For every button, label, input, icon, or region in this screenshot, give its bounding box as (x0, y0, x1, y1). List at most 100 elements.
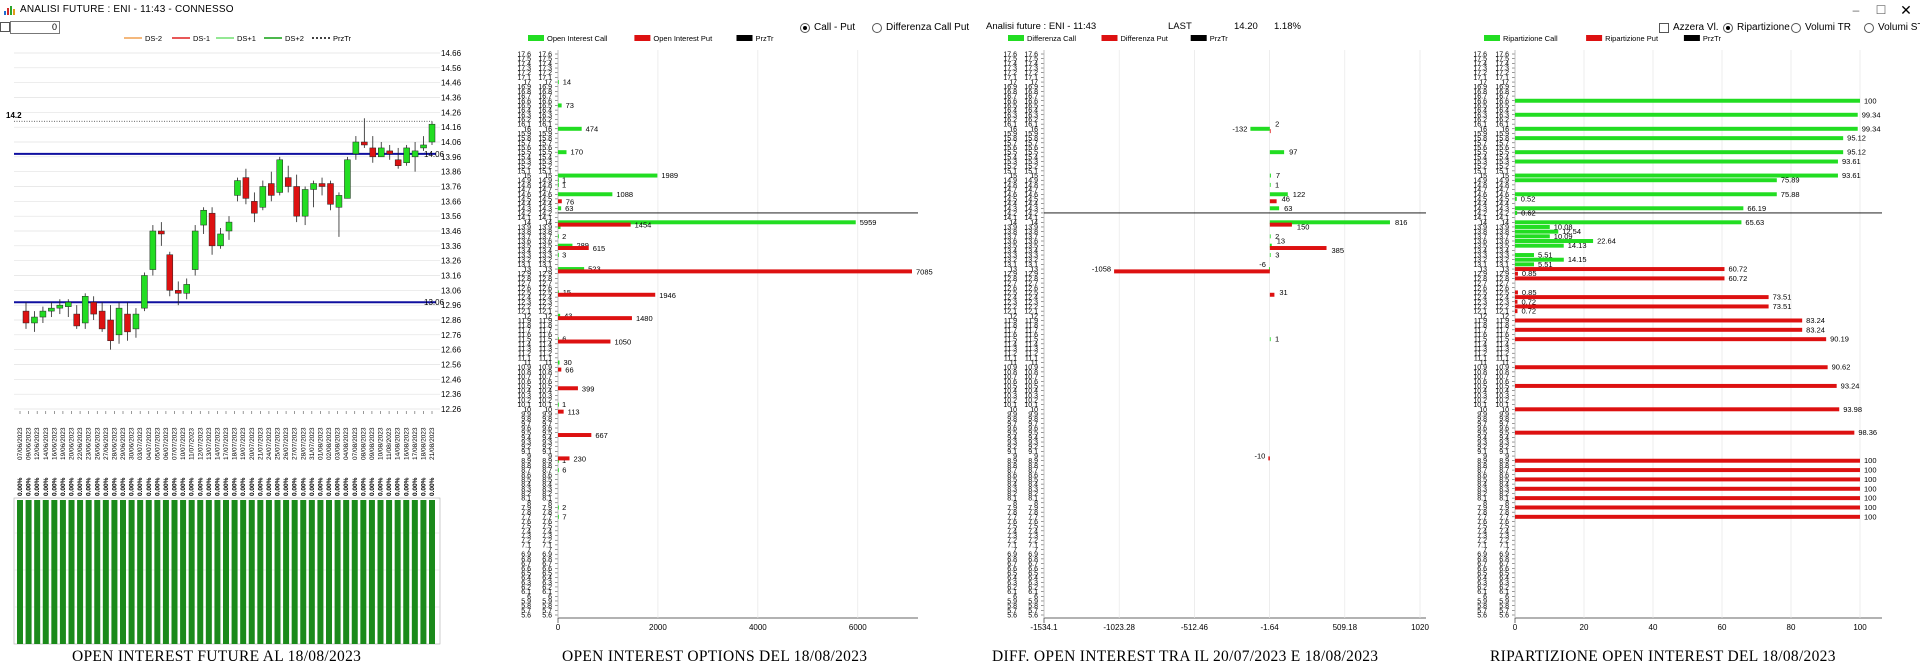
checkbox-azzera[interactable]: Azzera Vl. (1659, 22, 1719, 33)
strike-label: 5.9 (1477, 598, 1487, 605)
radio-volumi-st[interactable]: Volumi ST (1864, 22, 1920, 33)
strike-label: 10.8 (1495, 369, 1509, 376)
rip-put-bar (1515, 276, 1725, 281)
strike-label: 11.4 (1474, 341, 1487, 348)
volume-bar (42, 500, 49, 644)
strike-label: 8.1 (1477, 496, 1487, 503)
strike-label: 13.4 (517, 248, 531, 255)
strike-label: 12.7 (1003, 281, 1017, 288)
volume-bar (368, 500, 375, 644)
call-bar (558, 360, 560, 365)
strike-label: 13.4 (1024, 248, 1038, 255)
rip-call-bar (1515, 257, 1564, 262)
strike-label: 8.4 (542, 482, 552, 489)
strike-label: 16.6 (538, 98, 552, 105)
strike-label: 10.6 (1473, 379, 1487, 386)
strike-label: 11.4 (1496, 341, 1509, 348)
minimize-icon[interactable]: – (1852, 3, 1860, 17)
strike-label: 9.7 (542, 421, 552, 428)
strike-label: 11.6 (1474, 332, 1487, 339)
strike-label: 6.4 (1477, 575, 1487, 582)
radio-volumi-tr[interactable]: Volumi TR (1791, 22, 1851, 33)
close-icon[interactable]: ✕ (1900, 2, 1912, 18)
volume-bar (257, 500, 264, 644)
strike-label: 11.3 (1004, 346, 1017, 353)
strike-label: 12.5 (1003, 290, 1017, 297)
strike-label: 16.3 (1473, 112, 1487, 119)
strike-label: 10.8 (1473, 369, 1487, 376)
diff-put-bar (1269, 222, 1292, 227)
strike-label: 6.6 (1028, 566, 1038, 573)
strike-label: 12.3 (1495, 299, 1509, 306)
volume-label: 0.00% (266, 477, 273, 496)
volume-bar (94, 500, 101, 644)
date-label: 21/07/2023 (257, 427, 264, 460)
volume-bar (394, 500, 401, 644)
strike-label: 17.6 (1473, 52, 1487, 59)
strike-label: 15.7 (538, 140, 552, 147)
call-bar (558, 224, 561, 229)
strike-label: 10.4 (1473, 388, 1487, 395)
rip-call-bar (1515, 178, 1777, 183)
y-tick-label: 13.56 (441, 212, 462, 221)
call-value-label: 1989 (661, 171, 678, 180)
x-tick-label: 1020 (1411, 623, 1429, 632)
volume-bar (77, 500, 84, 644)
strike-label: 15.9 (1495, 131, 1509, 138)
volume-label: 0.00% (257, 477, 264, 496)
toolbar-value-input[interactable]: 0 (10, 21, 60, 34)
legend-swatch (1101, 35, 1118, 41)
strike-label: 16.1 (517, 122, 531, 129)
strike-label: 13 (1009, 267, 1017, 274)
candle-body (175, 290, 182, 294)
strike-label: 14.7 (1495, 187, 1509, 194)
strike-label: 10.8 (517, 369, 531, 376)
strike-label: 13.5 (1003, 243, 1017, 250)
strike-label: 14.5 (1473, 196, 1487, 203)
rip-put-bar (1515, 505, 1860, 510)
radio-differenza-call-put[interactable]: Differenza Call Put (872, 22, 969, 33)
call-value-label: 14 (563, 78, 571, 87)
strike-label: 11.7 (1474, 327, 1487, 334)
radio-ripartizione[interactable]: Ripartizione (1723, 22, 1790, 33)
rip-put-label: 60.72 (1728, 274, 1747, 283)
strike-label: 5.7 (542, 608, 552, 615)
volume-bar (154, 500, 161, 644)
strike-label: 10.6 (538, 379, 552, 386)
strike-label: 15.5 (1003, 150, 1017, 157)
strike-label: 12.2 (1473, 304, 1487, 311)
diff-call-bar (1269, 253, 1271, 258)
strike-label: 10.5 (517, 383, 531, 390)
strike-label: 12.1 (538, 309, 552, 316)
strike-label: 8.3 (1028, 486, 1038, 493)
strike-label: 9.4 (1007, 435, 1017, 442)
rip-put-bar (1515, 407, 1840, 412)
strike-label: 10.6 (517, 379, 531, 386)
date-label: 11/07/2023 (189, 428, 196, 460)
diff-value-label: 46 (1282, 194, 1290, 203)
strike-label: 8.3 (1499, 486, 1509, 493)
toolbar-checkbox[interactable] (0, 22, 10, 32)
strike-label: 9 (1483, 454, 1487, 461)
strike-label: 10.7 (1003, 374, 1017, 381)
strike-label: 14.8 (1473, 182, 1487, 189)
diff-call-bar (1269, 192, 1288, 197)
strike-label: 13 (1479, 267, 1487, 274)
strike-label: 17.2 (1473, 70, 1487, 77)
strike-label: 12.7 (1473, 281, 1487, 288)
candle-body (403, 147, 410, 164)
strike-label: 6.9 (1477, 552, 1487, 559)
rip-call-bar (1515, 159, 1838, 164)
strike-label: 16.4 (1473, 108, 1487, 115)
maximize-icon[interactable]: ☐ (1875, 3, 1887, 17)
strike-label: 10.5 (1003, 383, 1017, 390)
strike-label: 9.9 (1007, 411, 1017, 418)
strike-label: 9.7 (1499, 421, 1509, 428)
strike-label: 13.6 (1024, 239, 1038, 246)
candle-body (327, 183, 334, 205)
y-tick-label: 13.46 (441, 227, 462, 236)
radio-call-put[interactable]: Call - Put (800, 22, 855, 33)
candle-body (208, 212, 216, 247)
strike-label: 13.1 (538, 262, 552, 269)
put-bar (558, 456, 570, 461)
